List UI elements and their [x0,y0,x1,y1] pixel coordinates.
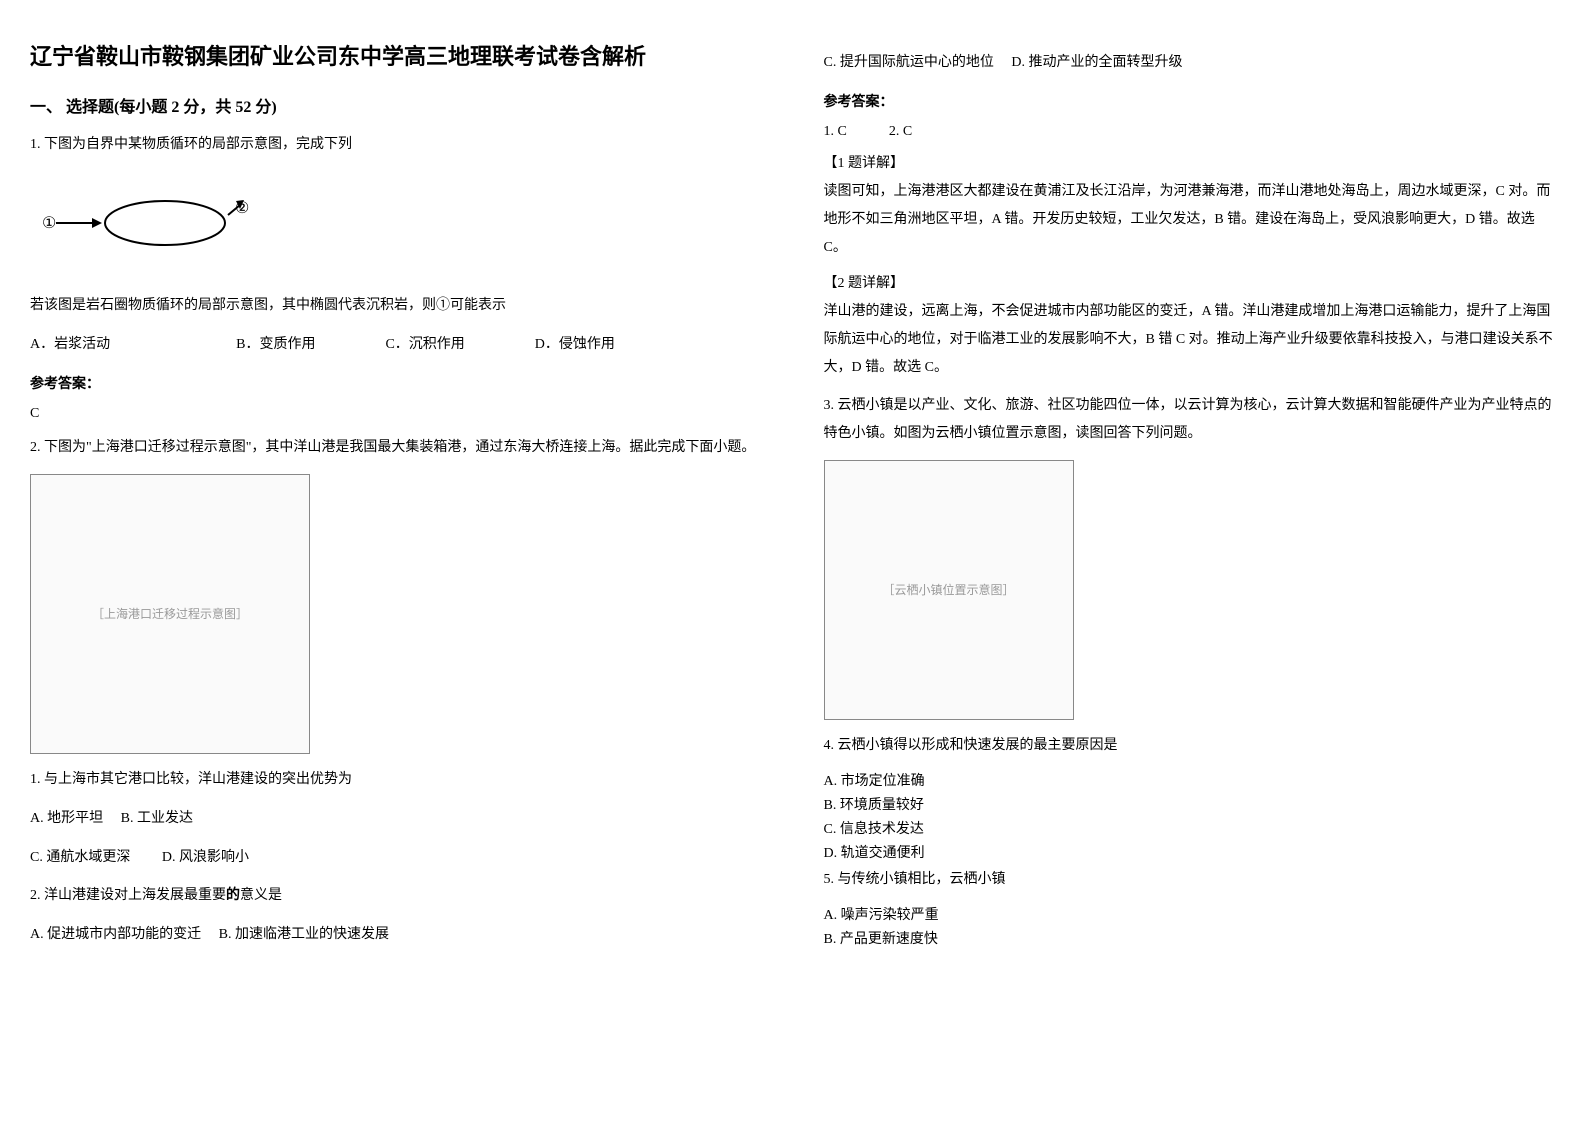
q2-sub2-suffix: 意义是 [240,888,282,903]
q1-sub: 若该图是岩石圈物质循环的局部示意图，其中椭圆代表沉积岩，则①可能表示 [30,292,764,320]
q2-sub1-stem: 1. 与上海市其它港口比较，洋山港建设的突出优势为 [30,766,764,794]
q2-sub2-opt-d: D. 推动产业的全面转型升级 [1011,55,1182,70]
q1-answer: C [30,401,764,426]
q2-sub2-prefix: 2. 洋山港建设对上海发展最重要 [30,888,226,903]
q3-sub4-stem: 4. 云栖小镇得以形成和快速发展的最主要原因是 [824,732,1558,760]
q3-sub4-opt-b: B. 环境质量较好 [824,794,1558,814]
q1-diagram: ① ② [30,175,764,276]
q2-exp2-text: 洋山港的建设，远离上海，不会促进城市内部功能区的变迁，A 错。洋山港建成增加上海… [824,298,1558,382]
q3-sub4-opt-c: C. 信息技术发达 [824,818,1558,838]
q2-answer: 1. C 2. C [824,119,1558,144]
q2-sub1-options-cd: C. 通航水域更深 D. 风浪影响小 [30,843,764,874]
q2-sub2-opt-c: C. 提升国际航运中心的地位 [824,55,994,70]
exam-title: 辽宁省鞍山市鞍钢集团矿业公司东中学高三地理联考试卷含解析 [30,40,764,73]
section-1-heading: 一、 选择题(每小题 2 分，共 52 分) [30,93,764,117]
q3-map-figure: ［云栖小镇位置示意图］ [824,460,1074,720]
q3-sub4-opt-d: D. 轨道交通便利 [824,842,1558,862]
q2-sub1-opt-d: D. 风浪影响小 [162,850,249,865]
q3-sub4-opt-a: A. 市场定位准确 [824,770,1558,790]
svg-text:①: ① [42,215,56,232]
q2-sub1-options: A. 地形平坦 B. 工业发达 [30,804,764,835]
q1-stem: 1. 下图为自界中某物质循环的局部示意图，完成下列 [30,131,764,159]
q2-sub1-opt-b: B. 工业发达 [121,811,193,826]
left-column: 辽宁省鞍山市鞍钢集团矿业公司东中学高三地理联考试卷含解析 一、 选择题(每小题 … [30,40,764,958]
map2-placeholder: ［云栖小镇位置示意图］ [882,581,1014,598]
q2-sub2-opt-b: B. 加速临港工业的快速发展 [219,927,389,942]
q2-map-figure: ［上海港口迁移过程示意图］ [30,474,310,754]
q2-sub2-accent: 的 [226,888,240,903]
q3-sub5-stem: 5. 与传统小镇相比，云栖小镇 [824,866,1558,894]
q1-options: A．岩浆活动 B．变质作用 C．沉积作用 D．侵蚀作用 [30,330,764,361]
q3-sub5-opt-a: A. 噪声污染较严重 [824,904,1558,924]
q1-answer-heading: 参考答案： [30,373,764,393]
q2-exp2-heading: 【2 题详解】 [824,272,1558,292]
q2-sub2-opt-a: A. 促进城市内部功能的变迁 [30,927,201,942]
q2-stem: 2. 下图为"上海港口迁移过程示意图"，其中洋山港是我国最大集装箱港，通过东海大… [30,434,764,462]
q3-sub5-opt-b: B. 产品更新速度快 [824,928,1558,948]
q2-exp1-text: 读图可知，上海港港区大都建设在黄浦江及长江沿岸，为河港兼海港，而洋山港地处海岛上… [824,178,1558,262]
q2-sub1-opt-a: A. 地形平坦 [30,811,103,826]
map1-placeholder: ［上海港口迁移过程示意图］ [92,605,248,622]
right-column: C. 提升国际航运中心的地位 D. 推动产业的全面转型升级 参考答案： 1. C… [824,40,1558,958]
q3-stem: 3. 云栖小镇是以产业、文化、旅游、社区功能四位一体，以云计算为核心，云计算大数… [824,392,1558,448]
q2-sub2-options-ab: A. 促进城市内部功能的变迁 B. 加速临港工业的快速发展 [30,920,764,951]
q2-answer-heading: 参考答案： [824,91,1558,111]
q2-sub2-stem: 2. 洋山港建设对上海发展最重要的意义是 [30,882,764,910]
q2-sub1-opt-c: C. 通航水域更深 [30,850,130,865]
q2-exp1-heading: 【1 题详解】 [824,152,1558,172]
q2-sub2-options-cd: C. 提升国际航运中心的地位 D. 推动产业的全面转型升级 [824,48,1558,79]
ellipse-cycle-icon: ① ② [30,183,270,263]
